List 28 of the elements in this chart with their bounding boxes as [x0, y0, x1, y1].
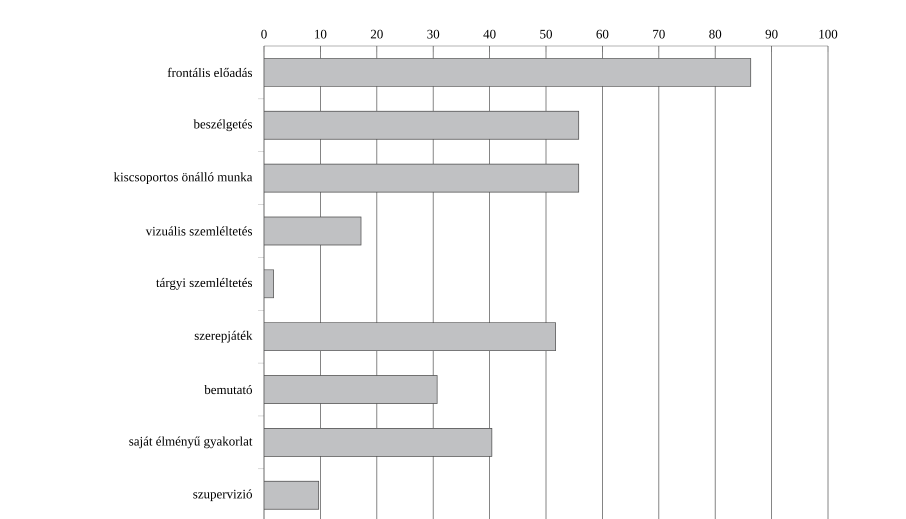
x-tick-label: 20 — [370, 30, 383, 38]
x-tick-label: 80 — [709, 30, 722, 38]
y-tick-label: szupervizió — [193, 489, 252, 502]
bar — [264, 58, 752, 87]
x-tick-label: 50 — [540, 30, 552, 38]
x-tick-label: 40 — [483, 30, 496, 38]
y-tick-label: frontális előadás — [168, 68, 252, 78]
y-tick-label: tárgyi szemléltetés — [156, 278, 252, 290]
x-tick-label: 90 — [766, 30, 778, 38]
bar — [264, 428, 492, 457]
bar — [264, 164, 580, 192]
bar — [264, 480, 320, 510]
x-tick-label: 70 — [653, 30, 665, 38]
y-tick-label: saját élményű gyakorlat — [129, 436, 252, 448]
x-tick-label: 30 — [427, 30, 440, 38]
bar — [264, 322, 556, 352]
x-tick-label: 0 — [261, 30, 267, 38]
y-tick-label: beszélgetés — [194, 119, 252, 132]
y-tick-label: vizuális szemléltetés — [146, 226, 252, 236]
y-tick-label: szerepjáték — [194, 330, 252, 343]
y-tick-label: kiscsoportos önálló munka — [114, 172, 252, 184]
bar — [264, 216, 362, 246]
x-tick-label: 10 — [315, 30, 326, 38]
x-tick-label: 100 — [819, 30, 838, 38]
y-tick-label: bemutató — [204, 384, 252, 394]
x-tick-label: 60 — [596, 30, 608, 38]
bar — [264, 110, 580, 140]
bar — [264, 375, 438, 404]
